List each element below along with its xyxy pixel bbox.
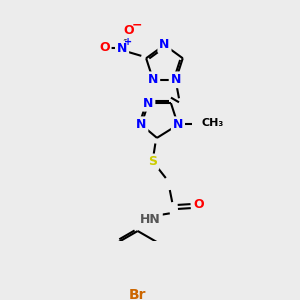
Text: N: N [136, 118, 146, 131]
Text: S: S [148, 155, 158, 169]
Text: O: O [99, 40, 110, 53]
Text: HN: HN [140, 213, 161, 226]
Text: N: N [171, 73, 181, 86]
Text: N: N [173, 118, 183, 131]
Text: O: O [194, 198, 204, 211]
Text: CH₃: CH₃ [201, 118, 224, 128]
Text: −: − [132, 19, 142, 32]
Text: +: + [124, 37, 132, 47]
Text: N: N [148, 73, 158, 86]
Text: O: O [123, 25, 134, 38]
Text: N: N [117, 42, 127, 55]
Text: Br: Br [129, 288, 146, 300]
Text: N: N [159, 38, 170, 52]
Text: N: N [143, 97, 154, 110]
